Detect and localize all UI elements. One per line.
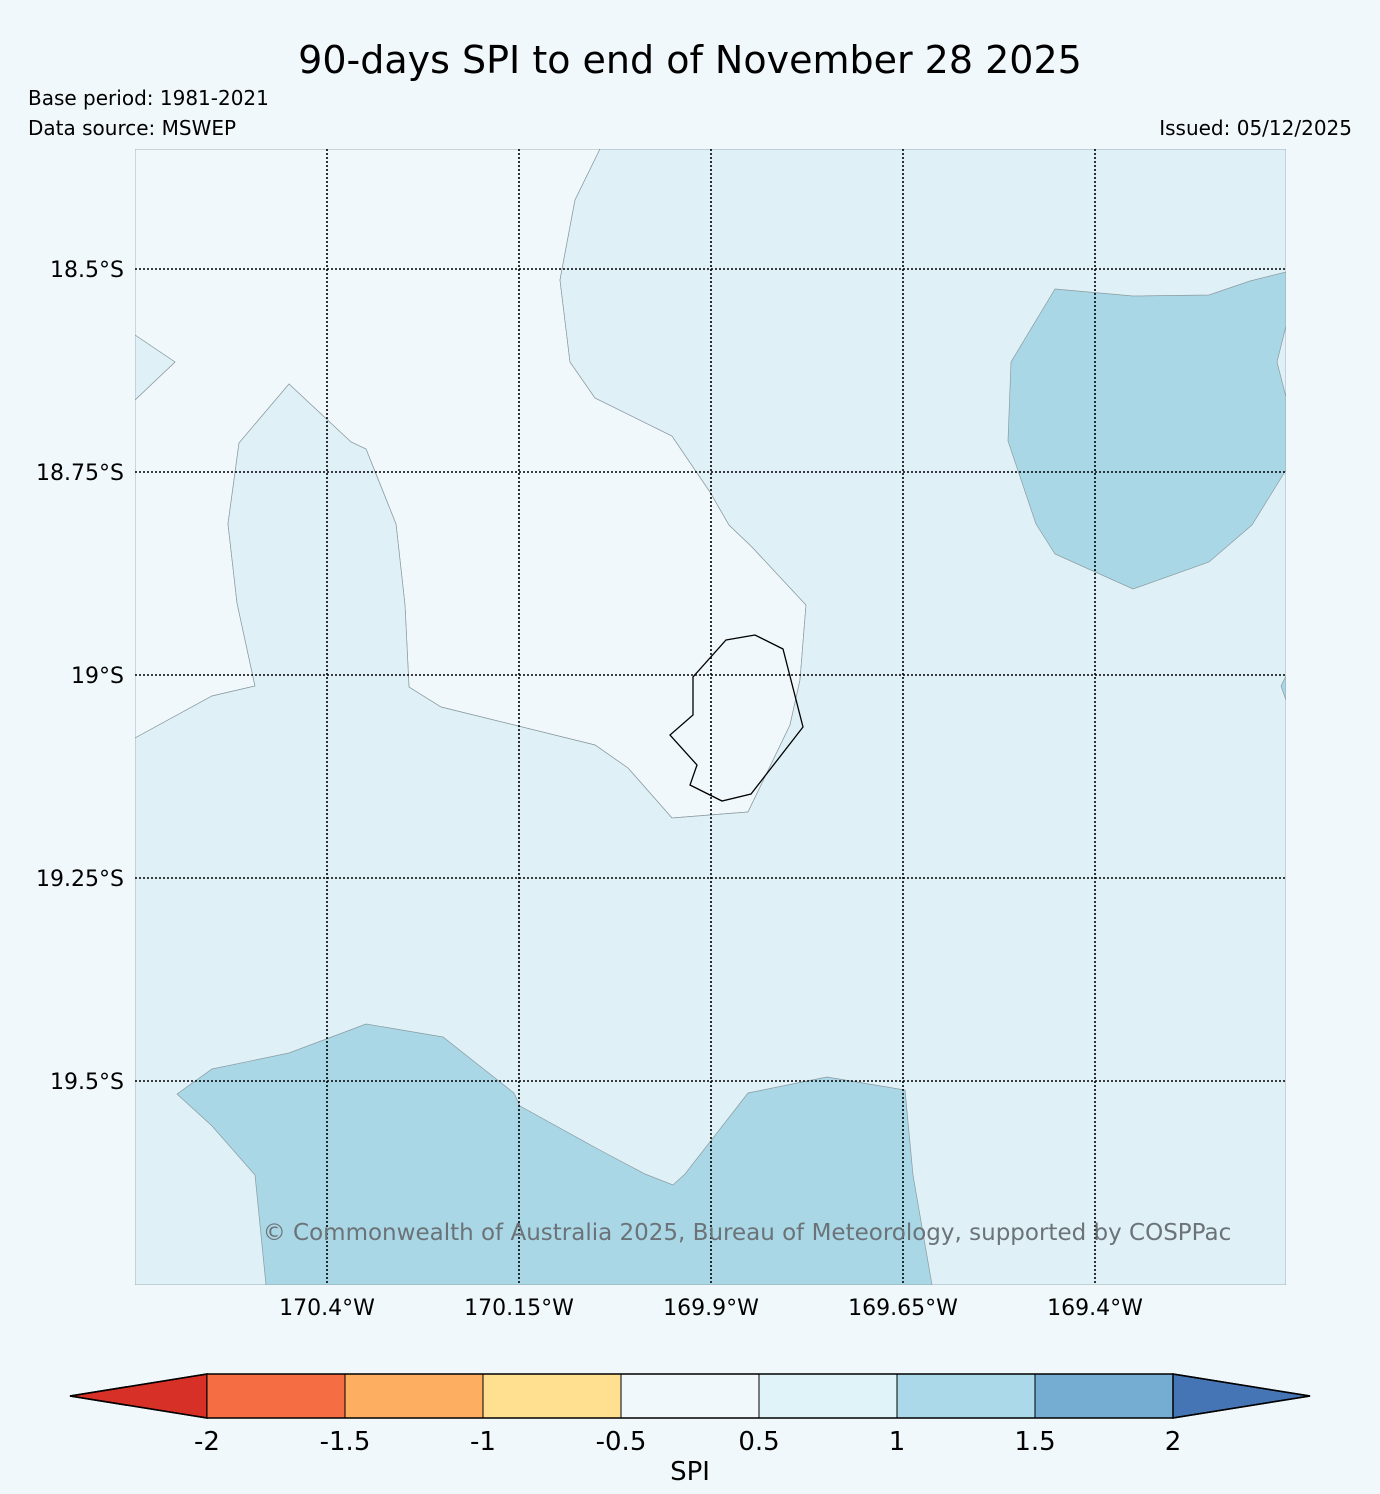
lon-label-170-15: 170.15°W (464, 1296, 574, 1321)
colorbar-tick-label: 1 (889, 1427, 906, 1457)
spi-very-wet-south (176, 1023, 933, 1285)
data-source-text: Data source: MSWEP (28, 116, 237, 140)
colorbar-ticks: -2 -1.5 -1 -0.5 0.5 1 1.5 2 (194, 1427, 1181, 1457)
colorbar-segment (758, 1373, 898, 1419)
colorbar-segment (620, 1373, 760, 1419)
colorbar-tick-label: 2 (1165, 1427, 1182, 1457)
colorbar-tick-label: -0.5 (596, 1427, 647, 1457)
spi-very-wet-northeast (1007, 271, 1286, 590)
colorbar-segment (482, 1373, 622, 1419)
colorbar-extend-high (1172, 1373, 1311, 1419)
lat-label-19: 19°S (71, 664, 124, 689)
lat-label-18-75: 18.75°S (36, 461, 124, 486)
issued-date-text: Issued: 05/12/2025 (1159, 116, 1352, 140)
colorbar-tick-label: -1 (470, 1427, 496, 1457)
colorbar-segment (896, 1373, 1036, 1419)
colorbar-label: SPI (670, 1457, 710, 1487)
copyright-text: © Commonwealth of Australia 2025, Bureau… (263, 1220, 1232, 1246)
colorbar-extend-low (69, 1373, 208, 1419)
lat-label-19-25: 19.25°S (36, 867, 124, 892)
spi-moderately-wet-lobe (135, 149, 1286, 1285)
colorbar-tick-label: 1.5 (1014, 1427, 1055, 1457)
colorbar-tick-label: -2 (194, 1427, 220, 1457)
colorbar-tick-label: -1.5 (320, 1427, 371, 1457)
spi-colorbar: -2 -1.5 -1 -0.5 0.5 1 1.5 2 SPI (69, 1373, 1311, 1487)
lat-label-19-5: 19.5°S (50, 1070, 124, 1095)
colorbar-tick-label: 0.5 (738, 1427, 779, 1457)
colorbar-segments (69, 1373, 1311, 1419)
gridlines (135, 149, 1286, 1285)
lon-label-170-4: 170.4°W (279, 1296, 375, 1321)
spi-moderately-wet-triangle (135, 334, 176, 401)
colorbar-segment (1034, 1373, 1174, 1419)
base-period-text: Base period: 1981-2021 (28, 86, 269, 110)
colorbar-segment (344, 1373, 484, 1419)
spi-very-wet-east-edge (1280, 675, 1286, 701)
lon-label-169-4: 169.4°W (1047, 1296, 1143, 1321)
map-title: 90-days SPI to end of November 28 2025 (298, 38, 1082, 82)
island-coastline (669, 634, 804, 802)
lon-label-169-65: 169.65°W (848, 1296, 958, 1321)
lon-label-169-9: 169.9°W (663, 1296, 759, 1321)
colorbar-outline (69, 1373, 1311, 1419)
lat-label-18-5: 18.5°S (50, 258, 124, 283)
spi-map: 18.5°S 18.75°S 19°S 19.25°S 19.5°S 170.4… (36, 149, 1286, 1321)
colorbar-segment (206, 1373, 346, 1419)
